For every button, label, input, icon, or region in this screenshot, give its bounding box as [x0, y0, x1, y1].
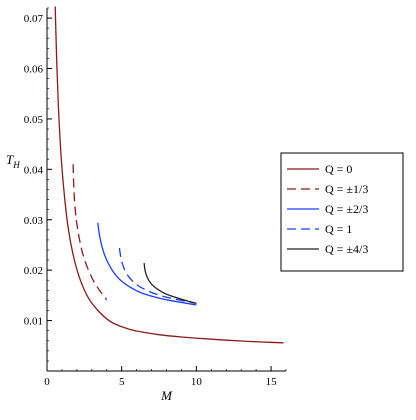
legend-label-1: Q = 0: [325, 162, 352, 176]
series-line-4: [118, 247, 197, 305]
y-tick-label: 0.06: [24, 64, 44, 76]
y-axis-label: TH: [6, 152, 20, 170]
curves: [54, 6, 284, 344]
series-line-3: [97, 222, 197, 306]
axes: 0.01 0.02 0.03 0.04 0.05 0.06 0.07 0 5 10 15 M TH: [6, 7, 287, 403]
y-tick-label: 0.03: [24, 215, 44, 227]
legend-box: [280, 152, 404, 272]
legend-label-4: Q = 1: [325, 222, 352, 236]
y-tick-label: 0.01: [24, 316, 43, 328]
y-tick-label: 0.07: [24, 13, 44, 25]
series-line-1: [54, 6, 284, 344]
legend-label-2: Q = ±1/3: [325, 182, 368, 196]
legend-label-3: Q = ±2/3: [325, 202, 368, 216]
x-tick-label: 5: [119, 376, 125, 388]
x-axis-label: M: [160, 388, 173, 403]
series-line-2: [72, 164, 108, 301]
x-tick-label: 10: [191, 376, 203, 388]
legend-label-5: Q = ±4/3: [325, 242, 368, 256]
y-tick-label: 0.04: [24, 164, 44, 176]
y-tick-label: 0.02: [24, 265, 43, 277]
y-tick-label: 0.05: [24, 114, 44, 126]
series-line-5: [143, 263, 197, 305]
x-tick-label: 0: [44, 376, 50, 388]
x-tick-label: 15: [266, 376, 278, 388]
y-axis-label-subscript: H: [12, 160, 20, 170]
legend: Q = 0 Q = ±1/3 Q = ±2/3 Q = 1 Q = ±4/3: [280, 152, 404, 272]
